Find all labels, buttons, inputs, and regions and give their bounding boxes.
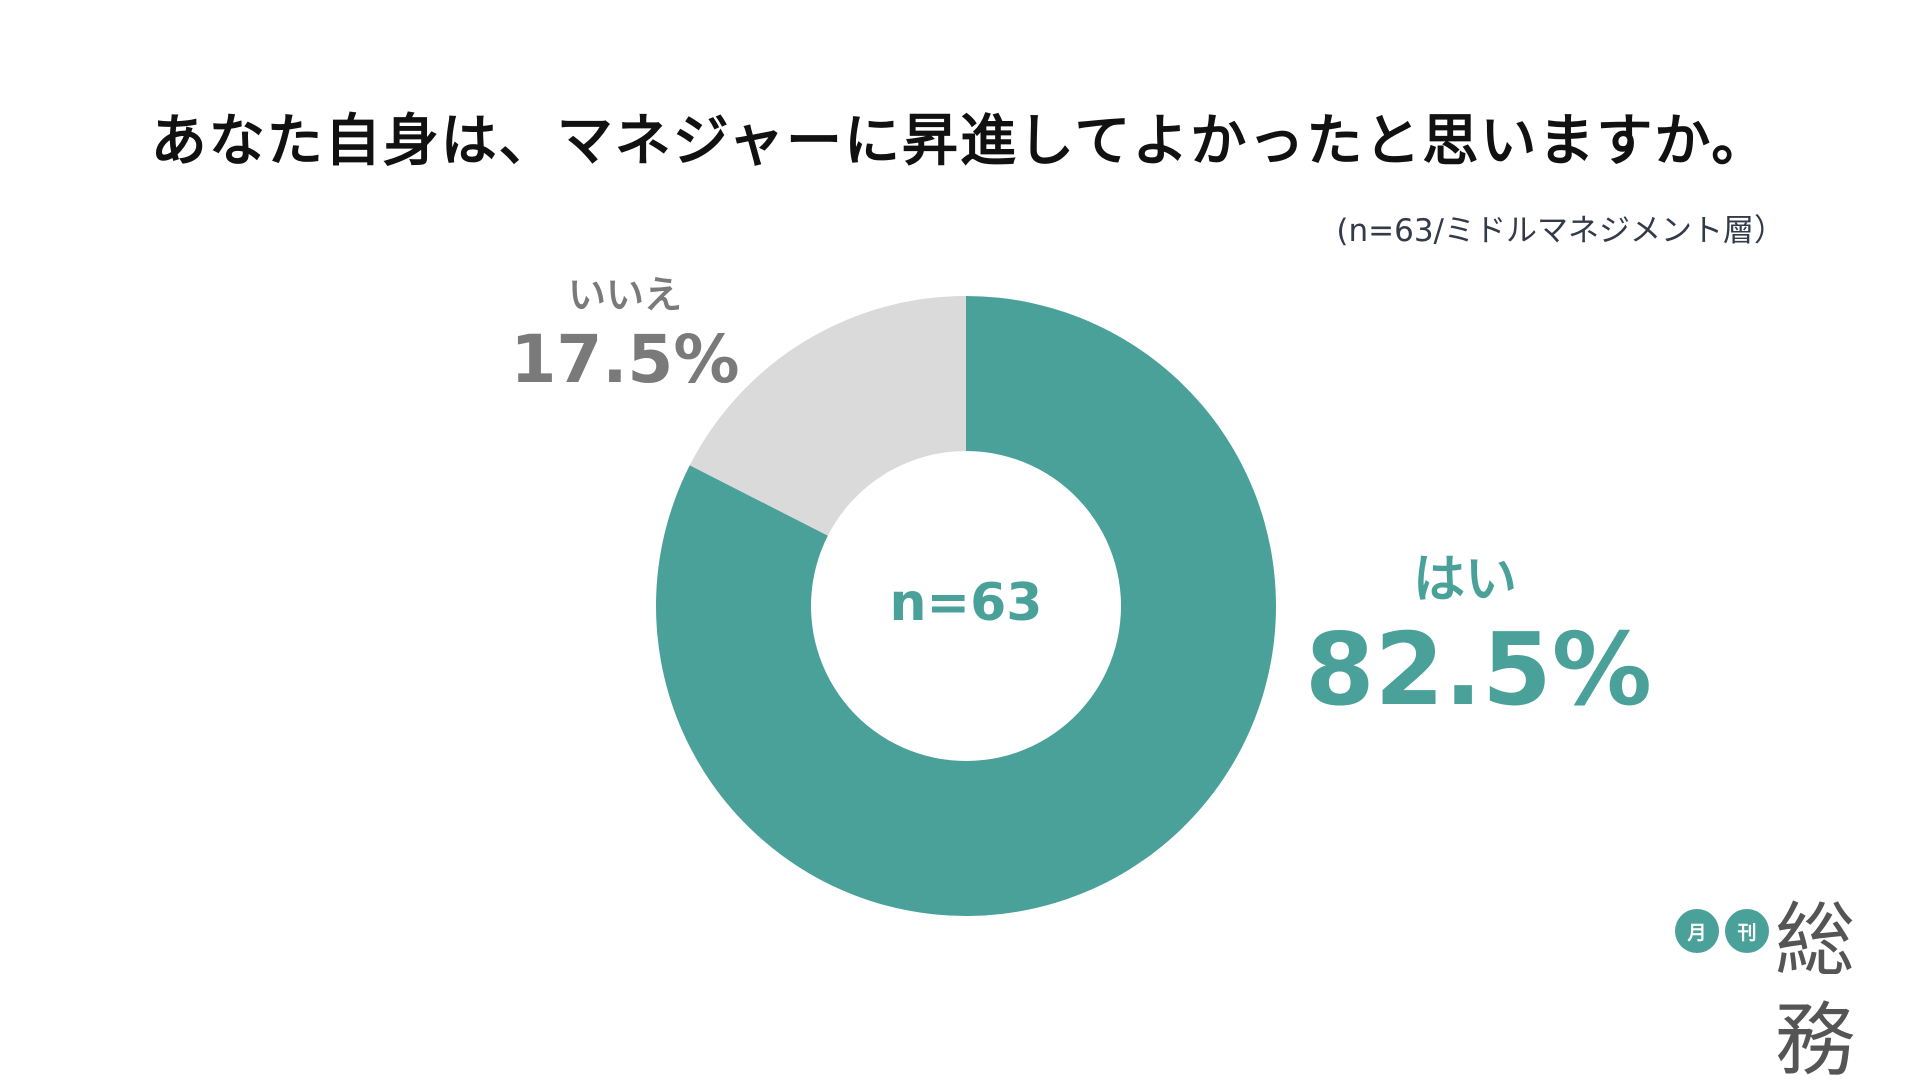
slice-label-no: いいえ 17.5% [505, 272, 745, 402]
logo-wordmark: 総務 [1775, 894, 1855, 1087]
donut-chart: n=63 [655, 296, 1276, 916]
publisher-logo: 月 刊 総務 [1675, 893, 1915, 1087]
slice-name-no: いいえ [567, 273, 682, 317]
chart-title: あなた自身は、マネジャーに昇進してよかったと思いますか。 [150, 109, 1770, 174]
logo-badge-publication: 刊 [1725, 909, 1769, 953]
slice-value-no: 17.5% [510, 321, 740, 398]
sample-size-note: (n=63/ミドルマネジメント層） [1336, 213, 1785, 249]
donut-slice-yes [655, 296, 1276, 916]
center-label: n=63 [890, 573, 1043, 633]
slice-value-yes: 82.5% [1305, 611, 1652, 728]
logo-badge-month: 月 [1675, 909, 1719, 953]
slice-label-yes: はい 82.5% [1305, 548, 1652, 728]
donut-slice-no [689, 296, 966, 536]
slice-name-yes: はい [1412, 550, 1517, 610]
